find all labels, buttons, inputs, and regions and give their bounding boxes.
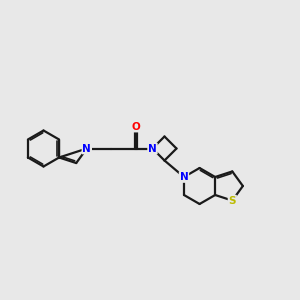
Text: S: S [229, 196, 236, 206]
Text: N: N [148, 143, 157, 154]
Text: N: N [82, 143, 91, 154]
Text: N: N [180, 172, 188, 182]
Text: O: O [132, 122, 140, 132]
